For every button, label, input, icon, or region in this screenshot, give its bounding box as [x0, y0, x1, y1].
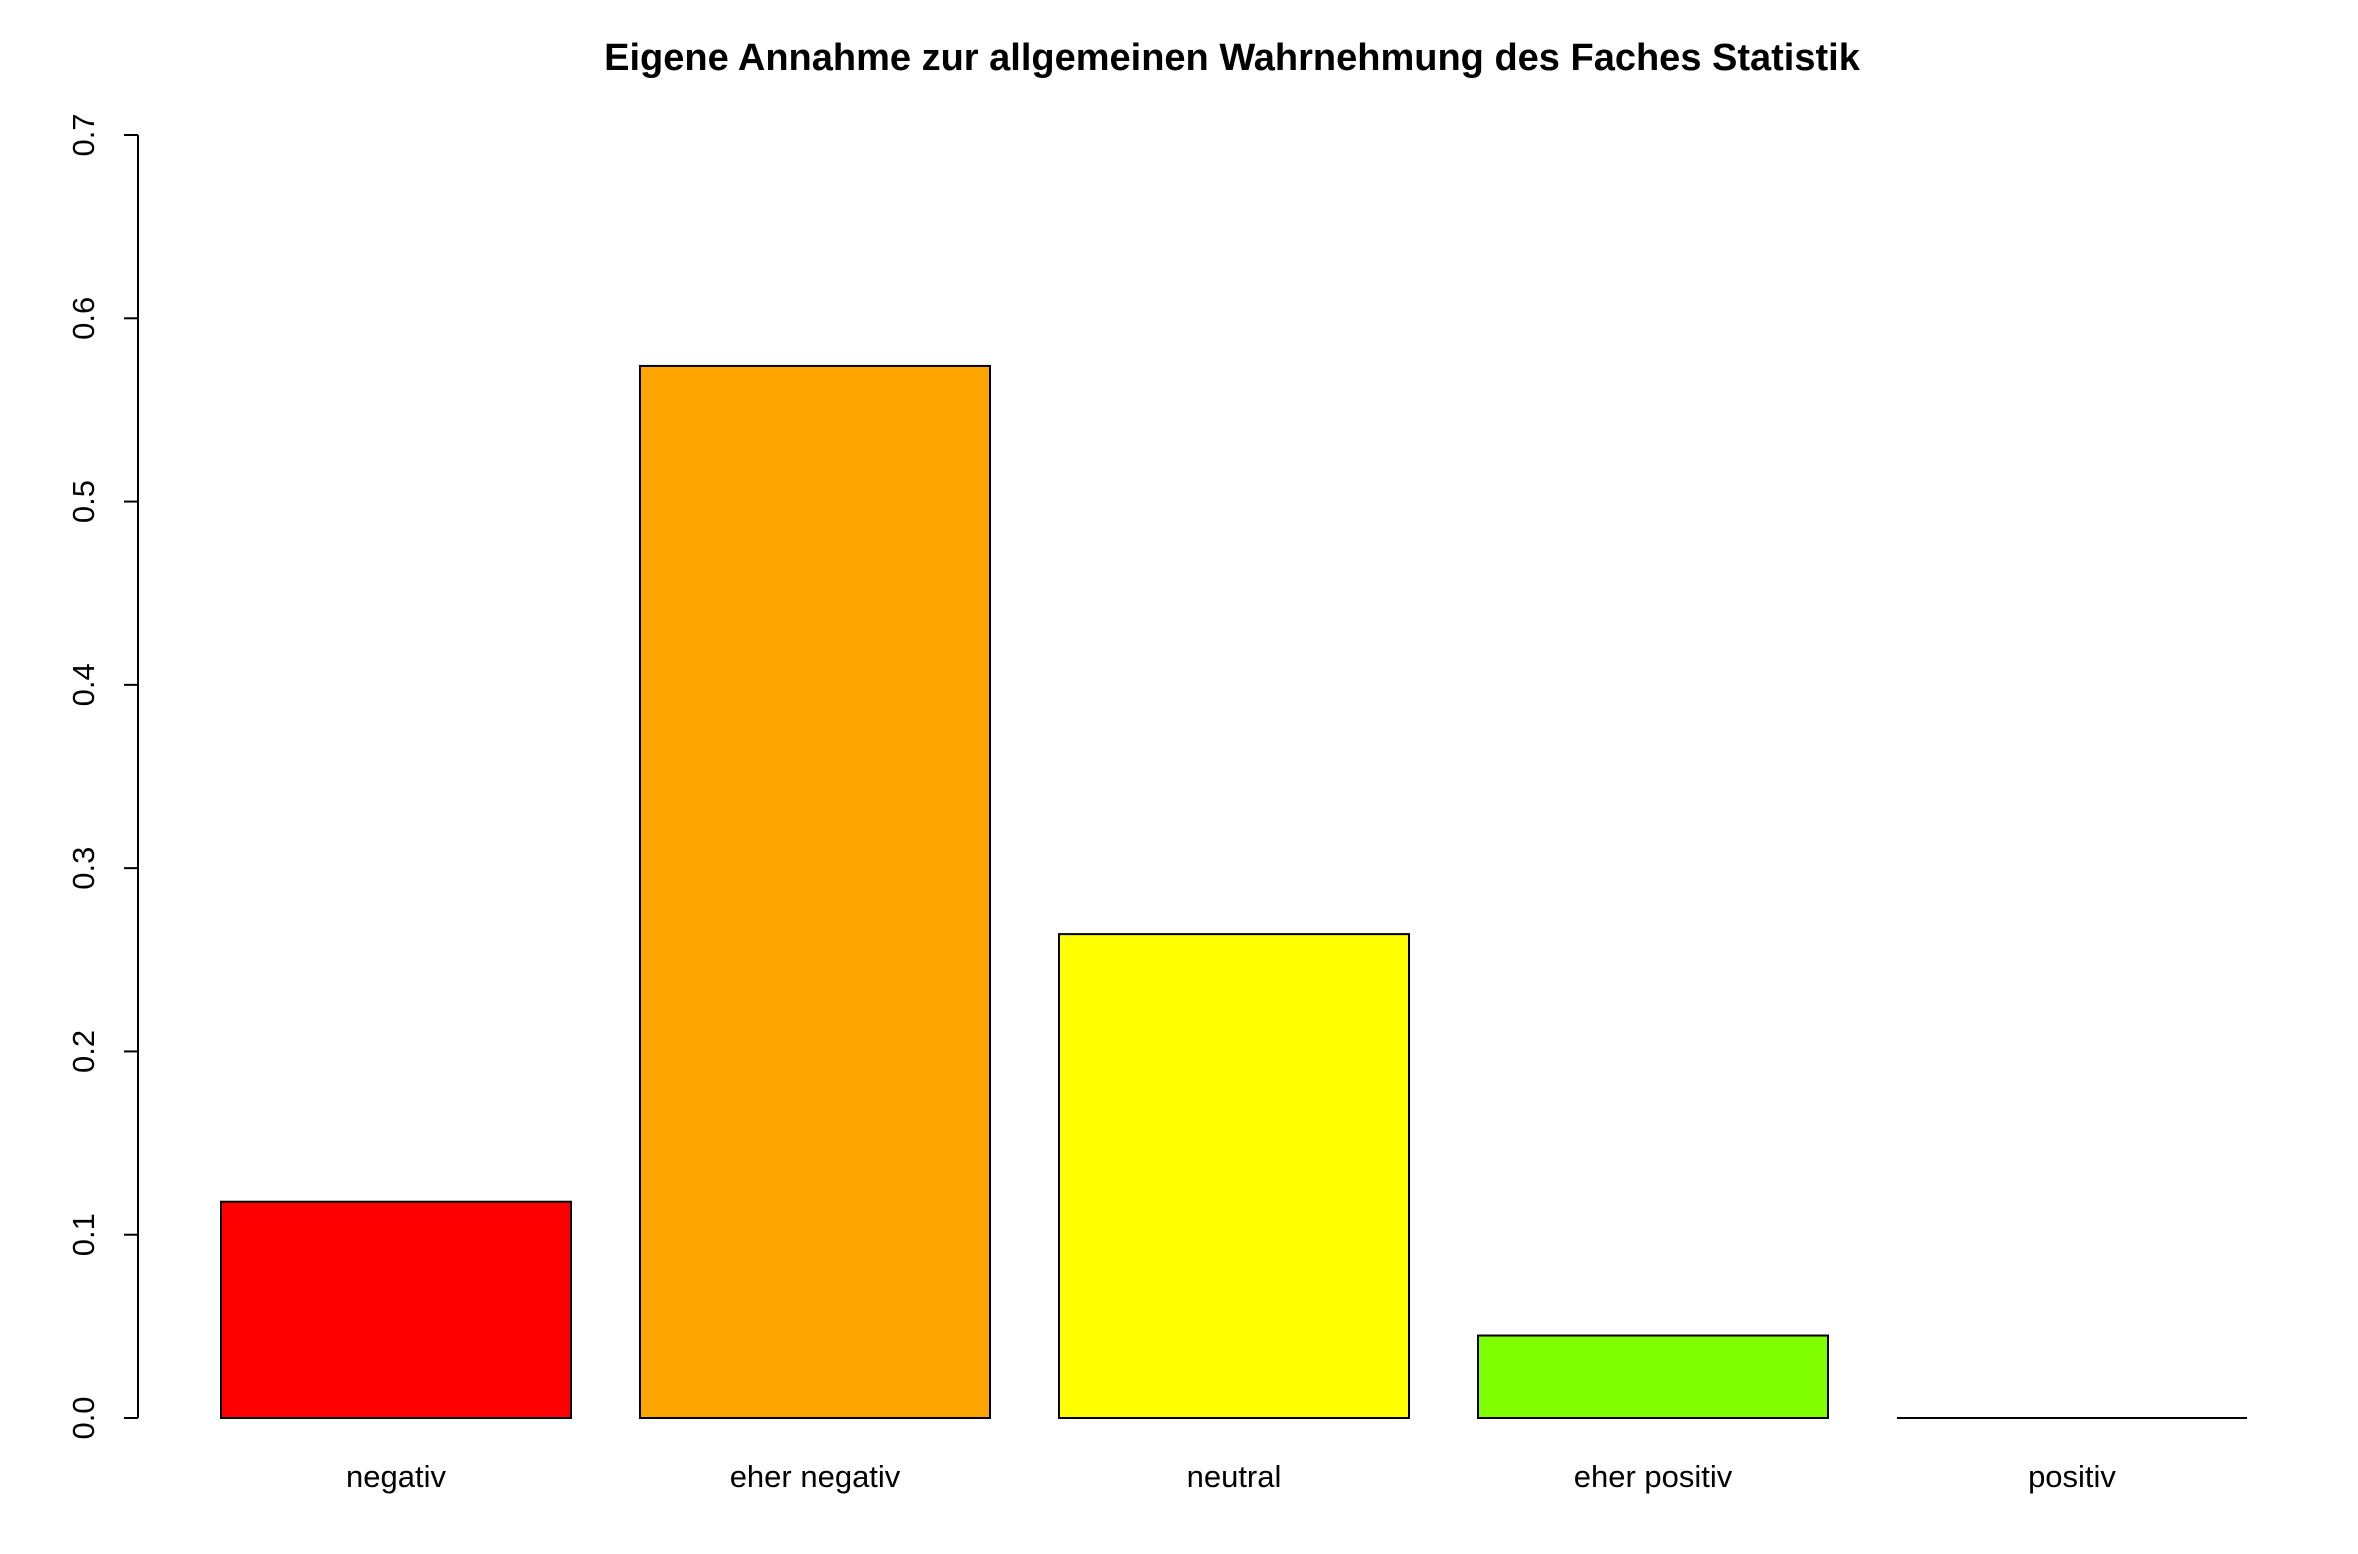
x-axis-labels: negativ eher negativ neutral eher positiv po… — [346, 1459, 2116, 1494]
y-tick-label: 0.6 — [66, 297, 101, 340]
bar-eher-positiv — [1477, 1334, 1829, 1420]
y-tick-label: 0.4 — [66, 663, 101, 706]
bar-neutral — [1058, 933, 1410, 1420]
y-tick-label: 0.5 — [66, 480, 101, 523]
bars — [220, 364, 2247, 1420]
x-category-label: eher negativ — [730, 1459, 901, 1494]
y-tick-label: 0.0 — [66, 1396, 101, 1439]
bar-negativ — [220, 1200, 572, 1420]
y-tick-label: 0.3 — [66, 847, 101, 890]
y-tick-label: 0.2 — [66, 1030, 101, 1073]
x-category-label: positiv — [2028, 1459, 2116, 1494]
x-category-label: eher positiv — [1574, 1459, 1733, 1494]
y-tick-label: 0.1 — [66, 1213, 101, 1256]
x-category-label: negativ — [346, 1459, 446, 1494]
x-category-label: neutral — [1187, 1459, 1282, 1494]
y-axis: 0.0 0.1 0.2 0.3 0.4 0.5 0.6 0.7 — [66, 113, 139, 1440]
bar-eher-negativ — [639, 364, 991, 1420]
chart-title: Eigene Annahme zur allgemeinen Wahrnehmu… — [604, 37, 1861, 79]
y-tick-label: 0.7 — [66, 113, 101, 156]
